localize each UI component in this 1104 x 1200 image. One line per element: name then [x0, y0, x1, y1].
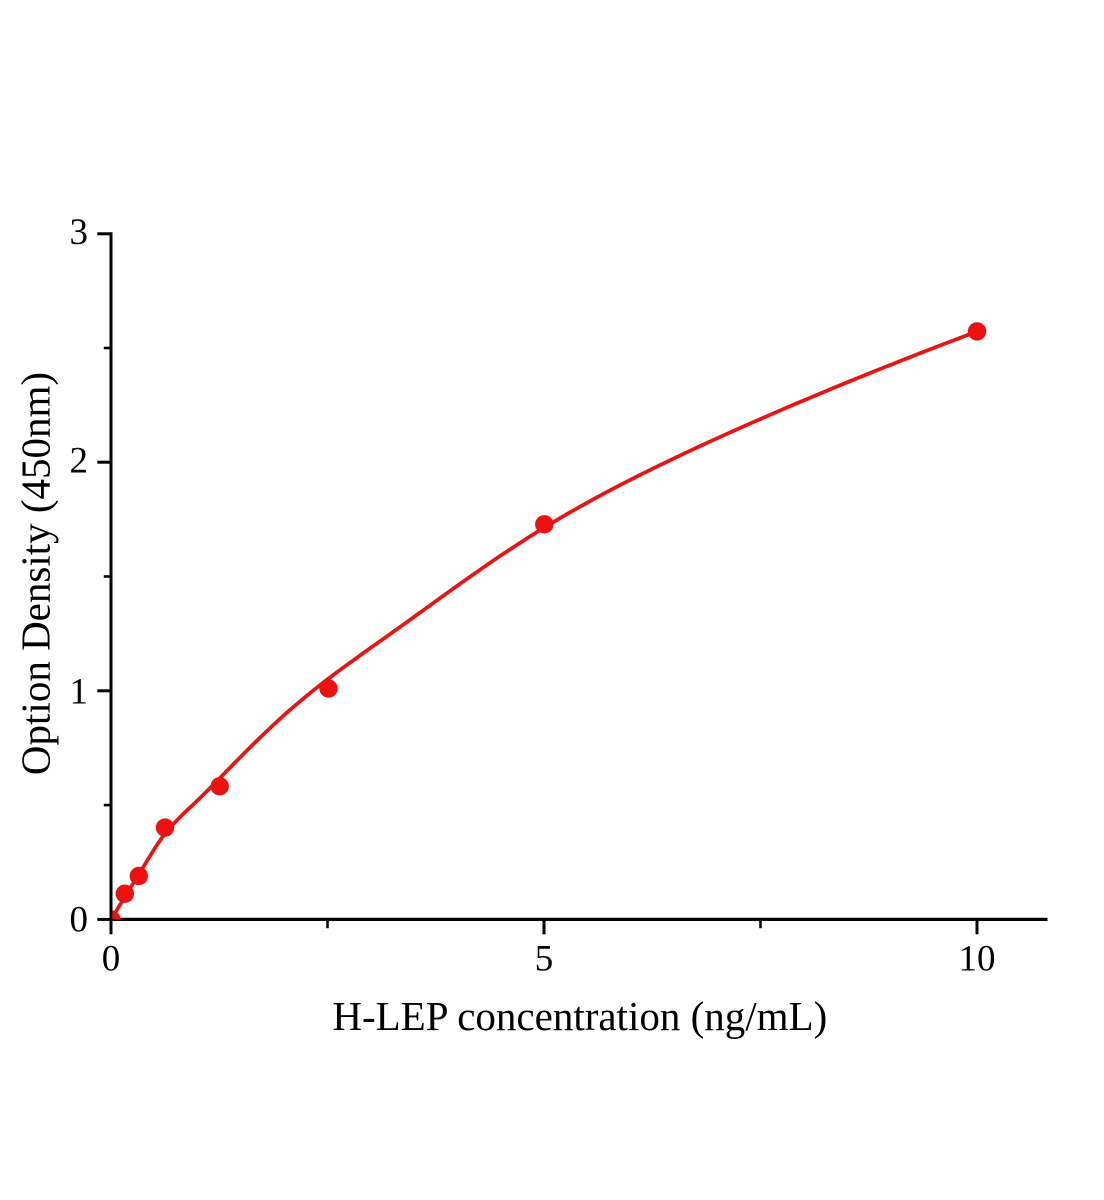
svg-text:3: 3	[70, 212, 89, 253]
svg-text:0: 0	[102, 939, 121, 980]
svg-text:1: 1	[70, 671, 89, 712]
svg-text:0: 0	[70, 900, 89, 941]
svg-text:Option Density (450nm): Option Density (450nm)	[13, 372, 59, 775]
svg-text:2: 2	[70, 441, 89, 482]
svg-text:5: 5	[535, 939, 554, 980]
svg-text:10: 10	[959, 939, 996, 980]
svg-text:H-LEP concentration (ng/mL): H-LEP concentration (ng/mL)	[332, 993, 827, 1039]
